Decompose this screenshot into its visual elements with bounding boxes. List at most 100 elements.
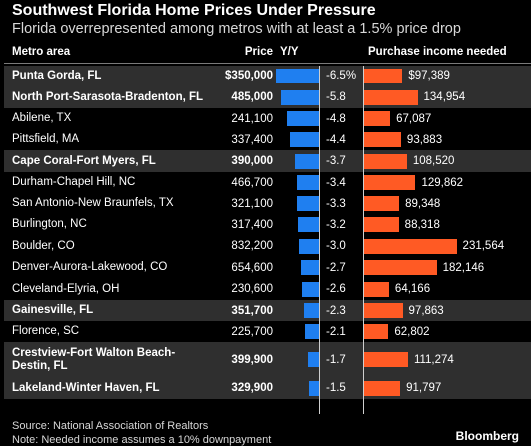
yy-change-label: -5.8 xyxy=(326,91,346,103)
income-needed-label: 91,797 xyxy=(406,382,442,394)
metro-name: Florence, SC xyxy=(12,325,80,337)
price-value: 241,100 xyxy=(231,112,273,125)
yy-change-bar xyxy=(301,281,319,297)
yy-change-bar xyxy=(297,217,319,232)
price-value: 466,700 xyxy=(231,176,273,189)
metro-name: Lakeland-Winter Haven, FL xyxy=(12,381,160,394)
yy-change-label: -3.4 xyxy=(326,176,346,189)
footnote: Note: Needed income assumes a 10% downpa… xyxy=(12,434,272,446)
income-needed-label: 111,274 xyxy=(413,353,454,366)
yy-change-label: -2.7 xyxy=(326,261,346,274)
yy-change-bar xyxy=(299,238,319,254)
column-header-metro: Metro area xyxy=(12,46,71,58)
metro-name: Burlington, NC xyxy=(12,218,87,230)
column-header-income: Purchase income needed xyxy=(368,46,507,58)
table-row: Florence, SC 225,700 -2.1 62,802 xyxy=(4,321,531,342)
brand-logo: Bloomberg xyxy=(455,429,519,443)
table-row: Pittsfield, MA 337,400 -4.4 93,883 xyxy=(4,129,531,150)
table-row: San Antonio-New Braunfels, TX 321,100 -3.3… xyxy=(4,193,531,214)
table-row: Denver-Aurora-Lakewood, CO 654,600 -2.7 182… xyxy=(4,257,531,278)
column-header-price: Price xyxy=(244,46,273,58)
yy-change-label: -1.7 xyxy=(326,353,346,366)
income-needed-bar xyxy=(363,196,400,211)
metro-name: Durham-Chapel Hill, NC xyxy=(12,176,136,188)
yy-change-bar xyxy=(276,69,319,83)
income-needed-label: 89,348 xyxy=(405,197,441,210)
chart-title: Southwest Florida Home Prices Under Pres… xyxy=(12,2,376,19)
income-needed-bar xyxy=(363,352,408,367)
yy-change-bar xyxy=(294,153,319,169)
price-value: 351,700 xyxy=(231,304,273,317)
table-row: Abilene, TX 241,100 -4.8 67,087 xyxy=(4,108,531,129)
income-needed-label: 62,802 xyxy=(394,325,430,338)
table-row: Punta Gorda, FL $350,000 -6.5% $97,389 xyxy=(4,66,531,86)
income-needed-bar xyxy=(363,217,399,232)
yy-change-label: -4.4 xyxy=(326,133,346,146)
price-value: $350,000 xyxy=(225,70,273,82)
header-divider xyxy=(4,63,531,64)
table-row: Cleveland-Elyria, OH 230,600 -2.6 64,166 xyxy=(4,278,531,300)
yy-change-label: -6.5% xyxy=(326,70,357,82)
table-row: Durham-Chapel Hill, NC 466,700 -3.4 129,862 xyxy=(4,172,531,193)
price-value: 485,000 xyxy=(231,91,273,103)
table-row: Lakeland-Winter Haven, FL 329,900 -1.5 91,7… xyxy=(4,377,531,399)
price-value: 329,900 xyxy=(231,382,273,394)
income-needed-bar xyxy=(363,324,389,339)
yy-change-bar xyxy=(305,324,319,339)
income-needed-bar xyxy=(363,175,416,190)
metro-name: Cape Coral-Fort Myers, FL xyxy=(12,154,156,167)
yy-change-label: -4.8 xyxy=(326,112,346,125)
metro-name: Abilene, TX xyxy=(12,112,72,124)
income-needed-bar xyxy=(363,153,407,169)
income-needed-bar xyxy=(363,281,389,297)
yy-change-label: -3.7 xyxy=(326,155,346,167)
yy-change-label: -3.3 xyxy=(326,197,346,210)
table-row: Gainesville, FL 351,700 -2.3 97,863 xyxy=(4,300,531,321)
income-needed-label: 88,318 xyxy=(404,218,440,231)
metro-name: Denver-Aurora-Lakewood, CO xyxy=(12,261,168,273)
yy-change-bar xyxy=(303,303,319,318)
yy-change-bar xyxy=(309,380,319,396)
metro-name: San Antonio-New Braunfels, TX xyxy=(12,197,174,209)
income-zero-axis xyxy=(363,66,364,414)
income-needed-bar xyxy=(363,111,391,126)
income-needed-bar xyxy=(363,132,401,147)
income-needed-label: 64,166 xyxy=(394,283,431,295)
yy-change-bar xyxy=(287,111,319,126)
income-needed-label: 231,564 xyxy=(462,240,505,252)
income-needed-label: 129,862 xyxy=(421,176,464,189)
yy-change-bar xyxy=(307,352,319,367)
column-header-yy: Y/Y xyxy=(280,46,299,58)
income-needed-label: 97,863 xyxy=(408,304,444,317)
income-needed-label: 182,146 xyxy=(442,261,485,274)
yy-change-bar xyxy=(301,260,319,275)
income-needed-bar xyxy=(363,380,401,396)
price-value: 225,700 xyxy=(231,325,273,338)
price-value: 337,400 xyxy=(231,133,273,146)
table-row: Burlington, NC 317,400 -3.2 88,318 xyxy=(4,214,531,235)
income-needed-label: 67,087 xyxy=(396,112,432,125)
price-value: 399,900 xyxy=(231,353,273,366)
table-row: Crestview-Fort Walton Beach-Destin, FL 39… xyxy=(4,342,531,377)
price-value: 654,600 xyxy=(231,261,273,274)
yy-change-label: -3.0 xyxy=(326,240,346,252)
price-value: 321,100 xyxy=(231,197,273,210)
income-needed-label: 93,883 xyxy=(406,133,443,146)
yy-change-label: -3.2 xyxy=(326,218,346,231)
metro-name: Pittsfield, MA xyxy=(12,133,80,145)
chart-subtitle: Florida overrepresented among metros wit… xyxy=(12,21,461,37)
income-needed-label: 134,954 xyxy=(423,91,466,103)
income-needed-bar xyxy=(363,238,457,254)
metro-name: Boulder, CO xyxy=(12,239,75,252)
price-value: 832,200 xyxy=(231,240,273,252)
yy-change-label: -2.1 xyxy=(326,325,346,338)
yy-change-bar xyxy=(297,196,319,211)
table-row: North Port-Sarasota-Bradenton, FL 485,000… xyxy=(4,86,531,108)
metro-name: Punta Gorda, FL xyxy=(12,69,102,82)
yy-change-label: -2.3 xyxy=(326,304,346,317)
yy-change-bar xyxy=(280,89,319,105)
income-needed-label: 108,520 xyxy=(412,155,455,167)
price-value: 390,000 xyxy=(231,155,273,167)
metro-name: Cleveland-Elyria, OH xyxy=(12,282,120,295)
source-note: Source: National Association of Realtors xyxy=(12,420,209,432)
